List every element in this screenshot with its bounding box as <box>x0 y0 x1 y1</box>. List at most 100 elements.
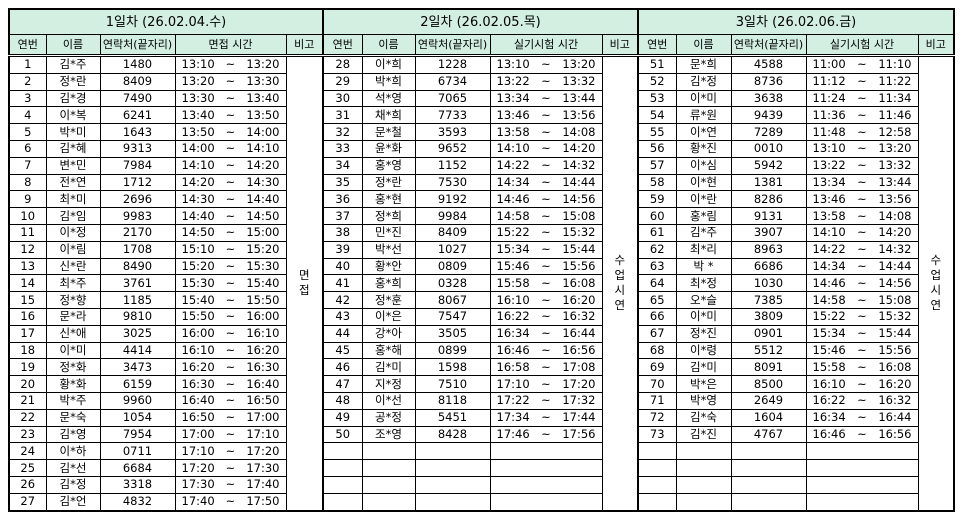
row-number: 55 <box>637 123 677 141</box>
start-time: 17:34 <box>496 410 530 425</box>
table-row: 15 정*향 1185 15:40 ~15:50 <box>8 291 323 309</box>
phone-last-digits: 8428 <box>414 425 491 444</box>
col-header-remark: 비고 <box>285 34 324 57</box>
tilde: ~ <box>225 376 236 391</box>
time-slot: 15:58 ~16:08 <box>489 274 603 293</box>
start-time: 16:46 <box>496 342 530 357</box>
empty-cell <box>805 459 919 477</box>
row-number: 22 <box>8 408 47 427</box>
end-time: 16:44 <box>878 410 912 425</box>
table-row: 13 신*란 8490 15:20 ~15:30 <box>8 257 323 276</box>
applicant-name: 황*화 <box>45 375 101 393</box>
start-time: 17:22 <box>496 393 530 408</box>
phone-last-digits: 9313 <box>99 139 176 158</box>
row-number: 70 <box>637 375 677 393</box>
row-number: 24 <box>8 442 47 461</box>
day3-schedule-table: 3일차 (26.02.06.금) 연번 이름 연락처(끝자리) 실기시험 시간 … <box>637 8 956 512</box>
empty-cell <box>489 492 603 512</box>
empty-cell <box>489 475 603 494</box>
time-slot: 15:34 ~15:44 <box>805 324 919 343</box>
start-time: 16:22 <box>496 309 530 324</box>
start-time: 14:46 <box>496 191 530 206</box>
applicant-name: 최*정 <box>675 274 732 293</box>
start-time: 14:50 <box>181 225 215 240</box>
end-time: 14:20 <box>562 141 596 156</box>
phone-last-digits: 1381 <box>730 173 807 192</box>
row-number: 49 <box>322 408 363 427</box>
time-slot: 14:34 ~14:44 <box>489 173 603 192</box>
start-time: 16:46 <box>812 426 846 441</box>
time-slot: 17:34 ~17:44 <box>489 408 603 427</box>
row-number: 48 <box>322 391 363 410</box>
row-number: 62 <box>637 240 677 259</box>
table-row: 63 박 * 6686 14:34 ~14:44 <box>637 257 954 276</box>
phone-last-digits: 7984 <box>99 156 176 175</box>
phone-last-digits: 1604 <box>730 408 807 427</box>
col-header-name: 이름 <box>361 34 416 57</box>
day1-schedule-table: 1일차 (26.02.04.수) 연번 이름 연락처(끝자리) 면접 시간 비고… <box>8 8 325 512</box>
applicant-name: 이*령 <box>675 341 732 360</box>
applicant-name: 정*란 <box>45 72 101 91</box>
end-time: 12:58 <box>878 124 912 139</box>
end-time: 14:20 <box>246 158 280 173</box>
applicant-name: 민*진 <box>361 223 416 242</box>
applicant-name: 김*정 <box>675 72 732 91</box>
start-time: 16:22 <box>812 393 846 408</box>
time-slot: 14:34 ~14:44 <box>805 257 919 276</box>
phone-last-digits: 7954 <box>99 425 176 444</box>
end-time: 16:08 <box>562 275 596 290</box>
tilde: ~ <box>541 225 551 240</box>
end-time: 16:32 <box>562 309 596 324</box>
time-slot: 17:10 ~17:20 <box>174 442 287 461</box>
table-row: 69 김*미 8091 15:58 ~16:08 <box>637 358 954 377</box>
row-number: 23 <box>8 425 47 444</box>
col-header-remark: 비고 <box>917 34 955 57</box>
phone-last-digits: 6686 <box>730 257 807 276</box>
end-time: 17:44 <box>562 410 596 425</box>
end-time: 13:32 <box>878 158 912 173</box>
phone-last-digits: 7530 <box>414 173 491 192</box>
time-slot: 17:10 ~17:20 <box>489 375 603 393</box>
time-slot: 17:40 ~17:50 <box>174 492 287 512</box>
end-time: 17:40 <box>246 477 280 492</box>
end-time: 15:08 <box>562 208 596 223</box>
time-slot: 14:58 ~15:08 <box>805 291 919 309</box>
time-slot: 11:36 ~11:46 <box>805 106 919 125</box>
start-time: 16:10 <box>181 342 215 357</box>
table-row: 66 이*미 3809 15:22 ~15:32 <box>637 307 954 326</box>
row-number: 32 <box>322 123 363 141</box>
phone-last-digits: 0328 <box>414 274 491 293</box>
phone-last-digits: 9810 <box>99 307 176 326</box>
table-row: 16 문*라 9810 15:50 ~16:00 <box>8 307 323 326</box>
end-time: 13:40 <box>246 90 280 105</box>
end-time: 13:32 <box>562 74 596 89</box>
end-time: 16:56 <box>562 342 596 357</box>
end-time: 14:32 <box>878 242 912 257</box>
row-number: 68 <box>637 341 677 360</box>
table-row: 45 홍*해 0899 16:46 ~16:56 <box>322 341 638 360</box>
tilde: ~ <box>225 107 236 122</box>
end-time: 14:08 <box>562 124 596 139</box>
tilde: ~ <box>857 359 867 374</box>
row-number: 27 <box>8 492 47 512</box>
row-number: 3 <box>8 89 47 108</box>
time-slot: 14:10 ~14:20 <box>174 156 287 175</box>
phone-last-digits: 5512 <box>730 341 807 360</box>
table-row: 41 홍*희 0328 15:58 ~16:08 <box>322 274 638 293</box>
remark-cell: 수업시연 <box>917 54 955 512</box>
applicant-name: 박*영 <box>675 391 732 410</box>
tilde: ~ <box>225 191 236 206</box>
start-time: 15:10 <box>181 242 215 257</box>
start-time: 16:58 <box>496 359 530 374</box>
empty-row <box>322 442 638 461</box>
table-row: 30 석*영 7065 13:34 ~13:44 <box>322 89 638 108</box>
applicant-name: 김*숙 <box>675 408 732 427</box>
time-slot: 14:46 ~14:56 <box>489 190 603 209</box>
tilde: ~ <box>225 141 236 156</box>
start-time: 16:34 <box>812 410 846 425</box>
end-time: 16:20 <box>562 292 596 307</box>
start-time: 14:58 <box>496 208 530 223</box>
time-slot: 15:22 ~15:32 <box>489 223 603 242</box>
table-row: 42 정*훈 8067 16:10 ~16:20 <box>322 291 638 309</box>
applicant-name: 신*란 <box>45 257 101 276</box>
